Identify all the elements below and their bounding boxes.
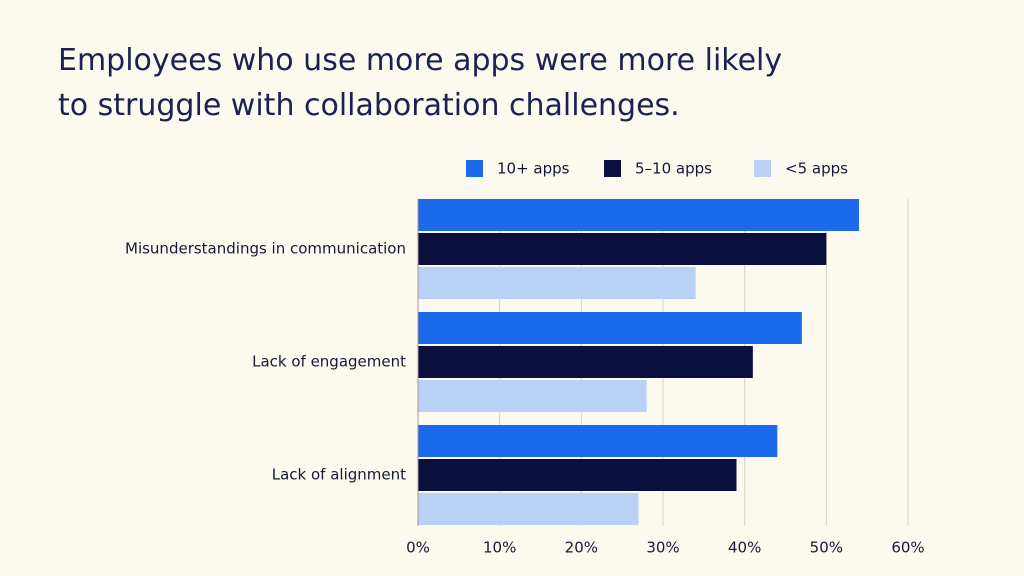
category-label: Misunderstandings in communication [125, 240, 406, 258]
x-tick-label: 50% [810, 539, 843, 557]
chart-title: Employees who use more apps were more li… [58, 38, 958, 128]
chart-title-line-2: to struggle with collaboration challenge… [58, 88, 680, 123]
x-tick-label: 60% [891, 539, 924, 557]
labels: Misunderstandings in communication Lack o… [125, 240, 925, 557]
legend-swatch [466, 160, 483, 177]
legend-label: 5–10 apps [635, 160, 712, 178]
category-label: Lack of alignment [272, 466, 406, 484]
x-tick-label: 10% [483, 539, 516, 557]
x-tick-label: 20% [565, 539, 598, 557]
legend: 10+ apps 5–10 apps <5 apps [466, 160, 848, 178]
bar [418, 267, 696, 299]
x-tick-label: 40% [728, 539, 761, 557]
x-tick-label: 30% [646, 539, 679, 557]
bars [418, 199, 859, 525]
bar [418, 346, 753, 378]
bar [418, 199, 859, 231]
bar [418, 459, 737, 491]
legend-swatch [604, 160, 621, 177]
legend-label: 10+ apps [497, 160, 570, 178]
bar [418, 312, 802, 344]
legend-swatch [754, 160, 771, 177]
bar [418, 425, 778, 457]
bar [418, 493, 639, 525]
category-label: Lack of engagement [252, 353, 406, 371]
x-tick-label: 0% [406, 539, 430, 557]
legend-label: <5 apps [785, 160, 848, 178]
bar [418, 380, 647, 412]
chart-title-line-1: Employees who use more apps were more li… [58, 43, 783, 78]
bar [418, 233, 827, 265]
